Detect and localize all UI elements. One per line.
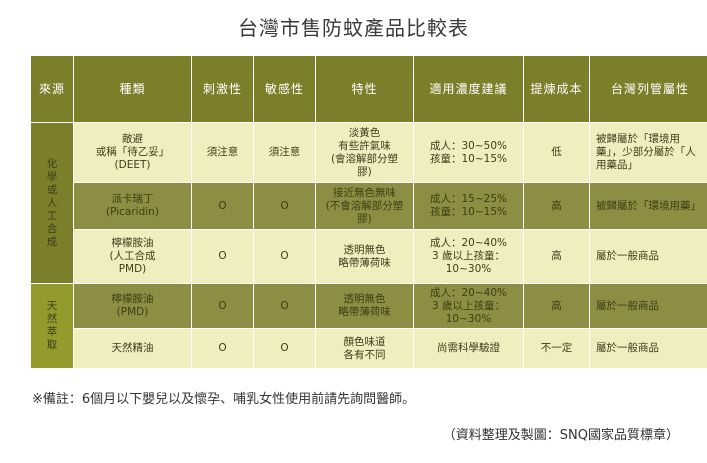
cell-sensitivity: 須注意 [253,122,316,183]
header-concentration: 適用濃度建議 [413,55,524,123]
cell-feature: 透明無色 略帶薄荷味 [315,229,414,284]
header-regulation: 台灣列管屬性 [589,55,707,123]
header-type: 種類 [73,55,192,123]
cell-type: 檸檬胺油 (人工合成 PMD) [73,229,192,284]
page-title: 台灣市售防蚊產品比較表 [238,16,469,40]
cell-irritation: O [191,182,254,230]
cell-type: 敵避 或稱「待乙妥」 (DEET) [73,122,192,183]
cell-feature: 顏色味道 各有不同 [315,328,414,369]
source-chemical: 化學或人工合成 [30,122,74,284]
cell-concentration: 成人：20~40% 3 歲以上孩童： 10~30% [413,283,524,329]
header-source: 來源 [30,55,74,123]
cell-type: 檸檬胺油 (PMD) [73,283,192,329]
table-row: 派卡瑞丁 (Picaridin) O O 接近無色無味 (不會溶解部分塑 膠) 成人：… [31,182,707,230]
cell-cost: 高 [523,182,590,230]
cell-irritation: O [191,283,254,329]
cell-irritation: O [191,328,254,369]
cell-cost: 低 [523,122,590,183]
cell-regulation: 屬於一般商品 [589,283,707,329]
cell-concentration: 尚需科學驗證 [413,328,524,369]
header-feature: 特性 [315,55,414,123]
cell-concentration: 成人：30~50% 孩童：10~15% [413,122,524,183]
cell-concentration: 成人：15~25% 孩童：10~15% [413,182,524,230]
header-irritation: 刺激性 [191,55,254,123]
cell-type: 派卡瑞丁 (Picaridin) [73,182,192,230]
source-natural: 天然萃取 [30,283,74,369]
footnote: ※備註：6個月以下嬰兒以及懷孕、哺乳女性使用前請先詢問醫師。 [32,392,416,407]
cell-irritation: O [191,229,254,284]
cell-sensitivity: O [253,182,316,230]
table-row: 檸檬胺油 (人工合成 PMD) O O 透明無色 略帶薄荷味 成人：20~40% 3 歲… [31,229,707,284]
cell-cost: 不一定 [523,328,590,369]
cell-concentration: 成人：20~40% 3 歲以上孩童： 10~30% [413,229,524,284]
source-credit: （資料整理及製圖：SNQ國家品質標章） [442,428,679,443]
table-row: 天然精油 O O 顏色味道 各有不同 尚需科學驗證 不一定 屬於一般商品 [31,328,707,369]
cell-regulation: 屬於一般商品 [589,328,707,369]
cell-type: 天然精油 [73,328,192,369]
header-row: 來源 種類 刺激性 敏感性 特性 適用濃度建議 提煉成本 台灣列管屬性 [30,55,707,123]
comparison-table: 來源 種類 刺激性 敏感性 特性 適用濃度建議 提煉成本 台灣列管屬性 化學或人… [30,55,707,369]
cell-regulation: 被歸屬於「環境用 藥」，少部分屬於「人 用藥品」 [589,122,707,183]
cell-sensitivity: O [253,328,316,369]
cell-sensitivity: O [253,283,316,329]
table-row: 化學或人工合成 敵避 或稱「待乙妥」 (DEET) 須注意 須注意 淡黃色 有些許氣味… [30,122,707,284]
cell-sensitivity: O [253,229,316,284]
cell-feature: 淡黃色 有些許氣味 (會溶解部分塑 膠) [315,122,414,183]
cell-feature: 接近無色無味 (不會溶解部分塑 膠) [315,182,414,230]
cell-cost: 高 [523,229,590,284]
cell-feature: 透明無色 略帶薄荷味 [315,283,414,329]
header-sensitivity: 敏感性 [253,55,316,123]
cell-regulation: 屬於一般商品 [589,229,707,284]
cell-cost: 高 [523,283,590,329]
cell-irritation: 須注意 [191,122,254,183]
table-row: 天然萃取 檸檬胺油 (PMD) O O 透明無色 略帶薄荷味 成人：20~40% 3 … [30,283,707,369]
header-cost: 提煉成本 [523,55,590,123]
cell-regulation: 被歸屬於「環境用藥」 [589,182,707,230]
